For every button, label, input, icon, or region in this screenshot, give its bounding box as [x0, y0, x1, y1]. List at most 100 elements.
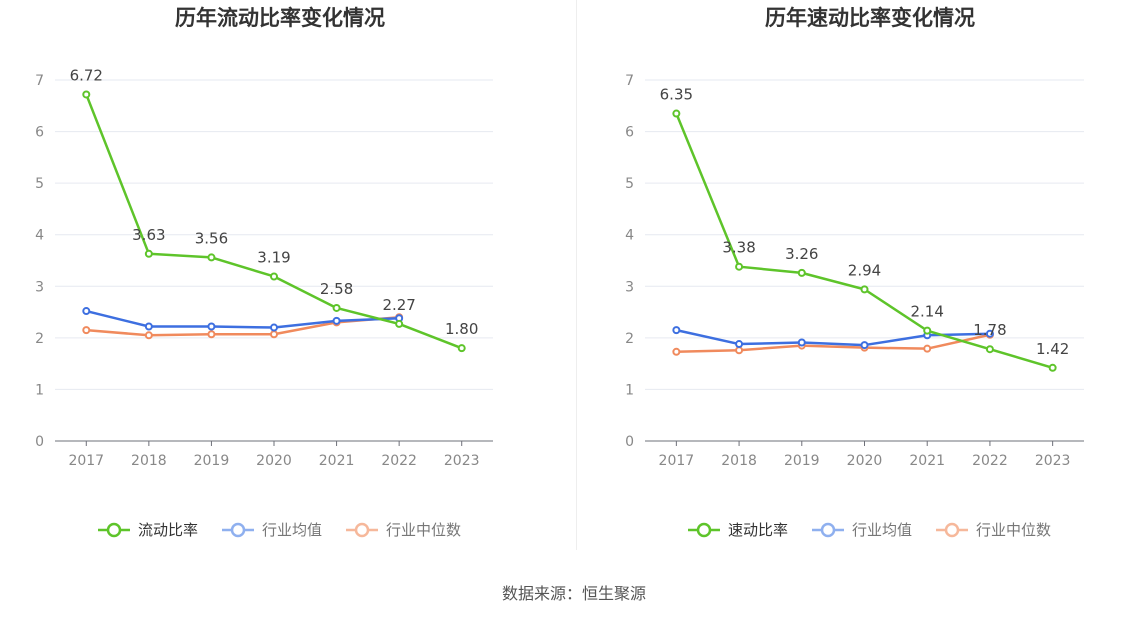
data-point [270, 330, 278, 339]
x-tick-label: 2021 [319, 453, 355, 469]
legend-marker [944, 522, 960, 538]
data-point [82, 326, 91, 335]
data-point [672, 109, 681, 118]
data-point [332, 316, 341, 325]
data-label: 3.38 [722, 239, 755, 257]
data-point [923, 344, 932, 353]
data-point [735, 340, 744, 349]
data-point [735, 262, 744, 271]
data-point [395, 319, 404, 328]
legend-item: 流动比率 [98, 521, 198, 539]
data-point [1048, 363, 1057, 372]
x-tick-label: 2020 [256, 453, 292, 469]
chart-2: 历年速动比率变化情况 0 1 2 3 4 5 6 7 2017 2018 2019 2020 2021 20… [625, 6, 1084, 539]
data-point [207, 322, 216, 331]
legend-marker [820, 522, 836, 538]
data-point [797, 338, 806, 347]
y-tick-label: 4 [625, 228, 634, 244]
y-tick-label: 3 [625, 279, 634, 295]
x-tick-label: 2017 [68, 453, 104, 469]
y-tick-label: 0 [625, 434, 634, 450]
data-label: 2.58 [320, 280, 353, 298]
data-point [923, 326, 932, 335]
legend-label: 行业均值 [852, 521, 912, 539]
y-tick-label: 5 [35, 176, 44, 192]
chart-1: 历年流动比率变化情况 0 1 2 3 4 5 6 7 2017 2018 2019 2020 2021 20… [35, 6, 493, 539]
data-label: 3.56 [195, 229, 228, 247]
y-tick-label: 0 [35, 434, 44, 450]
y-tick-label: 2 [35, 331, 44, 347]
data-point [144, 322, 153, 331]
data-label: 2.14 [911, 303, 944, 321]
data-point [144, 249, 153, 258]
data-label: 3.19 [257, 248, 290, 266]
data-point [860, 341, 869, 350]
data-point [672, 347, 681, 356]
x-tick-label: 2019 [194, 453, 230, 469]
x-tick-label: 2018 [131, 453, 167, 469]
x-tick-label: 2017 [659, 453, 695, 469]
y-tick-label: 5 [625, 176, 634, 192]
data-point [270, 323, 278, 332]
y-tick-label: 6 [35, 125, 44, 141]
data-point [207, 253, 216, 262]
chart-title: 历年流动比率变化情况 [175, 6, 385, 30]
data-label: 6.72 [70, 66, 103, 84]
data-label: 6.35 [660, 86, 693, 104]
data-label: 3.63 [132, 226, 165, 244]
x-tick-label: 2018 [721, 453, 757, 469]
data-point [457, 344, 466, 353]
x-tick-label: 2019 [784, 453, 820, 469]
data-point [985, 345, 994, 354]
y-tick-label: 7 [35, 73, 44, 89]
y-tick-label: 7 [625, 73, 634, 89]
data-label: 2.94 [848, 261, 881, 279]
data-label: 3.26 [785, 245, 818, 263]
series-line-2 [85, 309, 400, 329]
data-point [144, 331, 153, 340]
data-point [672, 326, 681, 335]
x-tick-label: 2020 [847, 453, 883, 469]
data-label: 2.27 [382, 296, 415, 314]
panel-divider [576, 0, 577, 550]
legend-label: 行业中位数 [976, 521, 1051, 539]
data-point [735, 346, 744, 355]
chart-title: 历年速动比率变化情况 [765, 6, 975, 30]
legend-label: 速动比率 [728, 521, 788, 539]
data-point [985, 329, 994, 338]
y-tick-label: 2 [625, 331, 634, 347]
y-tick-label: 3 [35, 279, 44, 295]
data-label: 1.42 [1036, 340, 1069, 358]
legend-label: 流动比率 [138, 521, 198, 539]
legend-item: 行业中位数 [346, 521, 461, 539]
data-point [82, 90, 91, 99]
legend-marker [696, 522, 712, 538]
legend-item: 行业均值 [222, 521, 322, 539]
legend-item: 行业中位数 [936, 521, 1051, 539]
data-label: 1.80 [445, 320, 478, 338]
legend-marker [354, 522, 370, 538]
data-source-text: 数据来源：恒生聚源 [501, 584, 646, 603]
series-line-3 [676, 333, 991, 354]
y-tick-label: 1 [35, 382, 44, 398]
x-tick-label: 2023 [1035, 453, 1071, 469]
y-tick-label: 4 [35, 228, 44, 244]
data-point [860, 285, 869, 294]
data-point [82, 307, 91, 316]
data-point [270, 272, 278, 281]
y-tick-label: 6 [625, 125, 634, 141]
data-point [797, 268, 806, 277]
x-tick-label: 2023 [444, 453, 480, 469]
data-label: 1.78 [973, 321, 1006, 339]
data-point [207, 330, 216, 339]
x-tick-label: 2021 [909, 453, 945, 469]
x-tick-label: 2022 [381, 453, 417, 469]
legend-marker [230, 522, 246, 538]
legend-item: 速动比率 [688, 521, 788, 539]
x-tick-label: 2022 [972, 453, 1008, 469]
legend-marker [106, 522, 122, 538]
legend-item: 行业均值 [812, 521, 912, 539]
legend-label: 行业中位数 [386, 521, 461, 539]
legend-label: 行业均值 [262, 521, 322, 539]
